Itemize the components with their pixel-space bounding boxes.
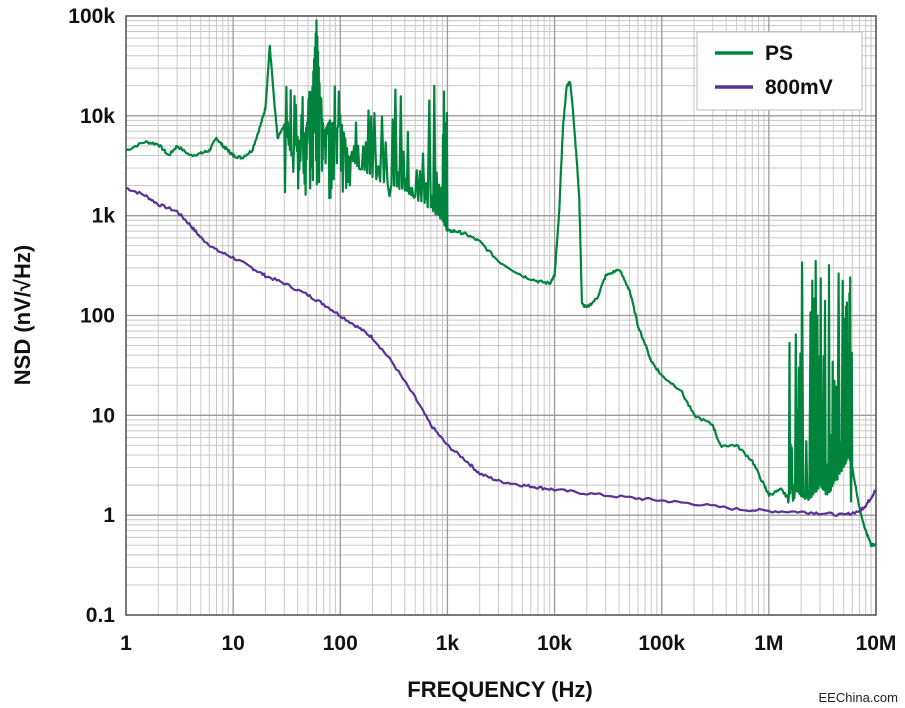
x-tick-label: 1 [120,632,132,655]
legend-box [696,31,863,111]
x-tick-labels: 1 10 100 1k 10k 100k 1M 10M [120,632,896,655]
x-axis-title: FREQUENCY (Hz) [407,677,592,702]
x-tick-label: 100k [638,632,685,655]
x-tick-label: 10M [856,632,897,655]
x-tick-label: 10k [537,632,572,655]
y-tick-label: 10 [92,404,115,427]
legend: PS 800mV [696,31,863,111]
y-tick-label: 1 [103,504,115,527]
y-tick-label: 10k [80,105,115,128]
plot-frame [125,15,877,616]
x-tick-label: 1M [754,632,783,655]
y-axis-title: NSD (nV/√Hz) [10,245,35,385]
series-line-ps [125,19,877,548]
x-tick-label: 100 [323,632,358,655]
series-layer [125,19,877,548]
y-tick-label: 100 [80,305,115,328]
series-line-800mv [125,186,877,518]
y-tick-label: 100k [68,5,115,28]
legend-label-ps: PS [765,42,793,65]
y-tick-labels: 0.1 1 10 100 1k 10k 100k [68,5,115,627]
y-tick-label: 1k [92,205,116,228]
watermark: EEChina.com [819,690,898,705]
x-tick-label: 10 [221,632,244,655]
legend-label-800mv: 800mV [765,76,833,99]
x-tick-label: 1k [436,632,460,655]
y-tick-label: 0.1 [86,604,116,627]
